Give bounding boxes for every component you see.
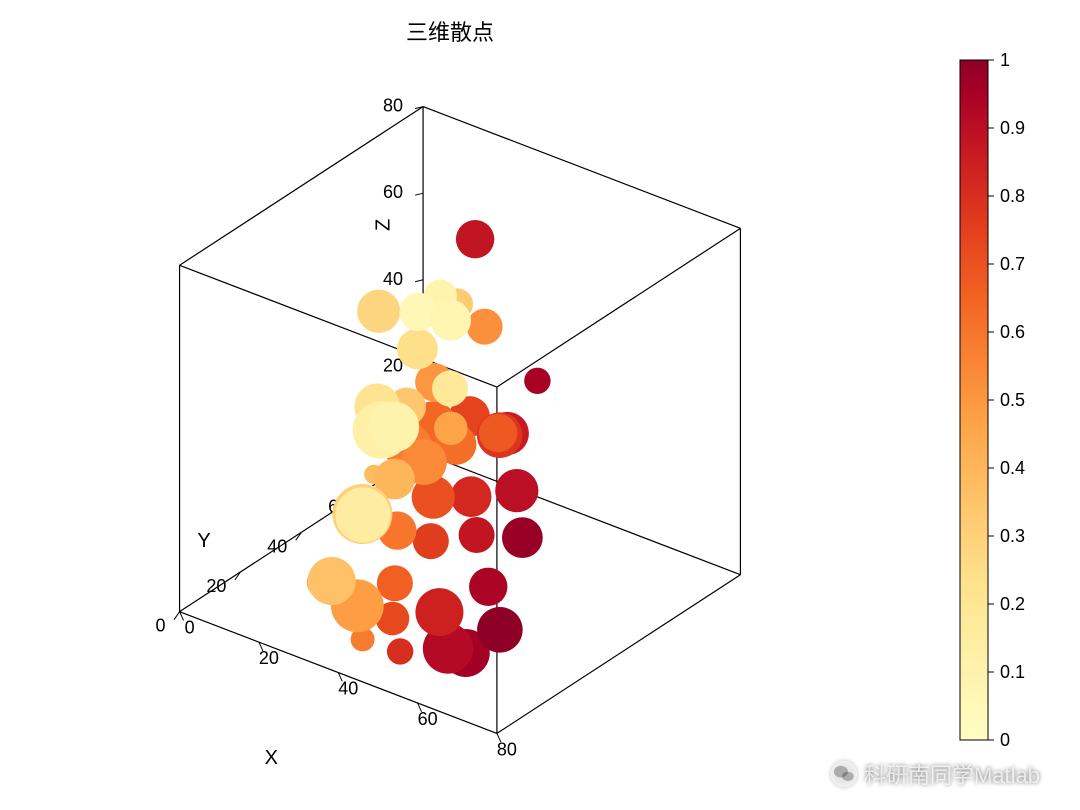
watermark: 科研南同学Matlab <box>830 758 1040 790</box>
scatter-point <box>451 476 492 517</box>
colorbar-tick-label: 0.4 <box>1000 458 1025 478</box>
scatter-point <box>308 557 356 605</box>
x-tick-label: 0 <box>185 618 195 638</box>
y-tick-label: 0 <box>156 616 166 636</box>
colorbar-tick-label: 0.9 <box>1000 118 1025 138</box>
colorbar-tick-label: 0.5 <box>1000 390 1025 410</box>
scatter-point <box>477 607 523 653</box>
x-tick-label: 40 <box>338 679 358 699</box>
y-tick-label: 40 <box>267 536 287 556</box>
scatter-point <box>430 300 471 341</box>
scatter-point <box>413 523 449 559</box>
scatter-point <box>479 414 517 452</box>
wechat-icon <box>830 760 858 788</box>
scatter-point <box>432 371 468 407</box>
colorbar-tick-label: 0.7 <box>1000 254 1025 274</box>
scatter-point <box>415 588 463 636</box>
scatter-point <box>524 368 550 394</box>
scatter-point <box>459 517 495 553</box>
colorbar-tick-label: 0.8 <box>1000 186 1025 206</box>
x-tick-label: 60 <box>418 709 438 729</box>
scatter-point <box>377 565 413 601</box>
scatter-point <box>387 638 413 664</box>
scatter-point <box>434 411 468 445</box>
colorbar-tick-label: 0.6 <box>1000 322 1025 342</box>
scatter-point <box>469 568 507 606</box>
z-tick-label: 40 <box>383 269 403 289</box>
y-tick-label: 20 <box>206 576 226 596</box>
z-axis-label: Z <box>372 219 394 231</box>
colorbar-tick-label: 0.1 <box>1000 662 1025 682</box>
scatter-point <box>467 309 503 345</box>
z-tick-label: 80 <box>383 96 403 116</box>
scatter-point <box>397 329 438 370</box>
scatter3d-chart: 020406080020406080020406080XYZ三维散点00.10.… <box>0 0 1080 810</box>
x-tick-label: 80 <box>497 739 517 759</box>
chart-title: 三维散点 <box>406 20 494 45</box>
x-axis-label: X <box>265 747 278 769</box>
x-tick-label: 20 <box>259 648 279 668</box>
colorbar-tick-label: 0 <box>1000 730 1010 750</box>
y-axis-label: Y <box>197 530 210 552</box>
scatter-point <box>369 402 419 452</box>
colorbar <box>960 60 988 740</box>
scatter-point <box>456 220 494 258</box>
watermark-text: 科研南同学Matlab <box>864 758 1040 790</box>
colorbar-tick-label: 1 <box>1000 50 1010 70</box>
scatter-point <box>495 469 538 512</box>
colorbar-tick-label: 0.3 <box>1000 526 1025 546</box>
scatter-point <box>335 487 390 542</box>
scatter-point <box>502 517 543 558</box>
scatter-points <box>307 220 551 677</box>
scatter-point <box>357 290 400 333</box>
z-tick-label: 60 <box>383 182 403 202</box>
colorbar-tick-label: 0.2 <box>1000 594 1025 614</box>
